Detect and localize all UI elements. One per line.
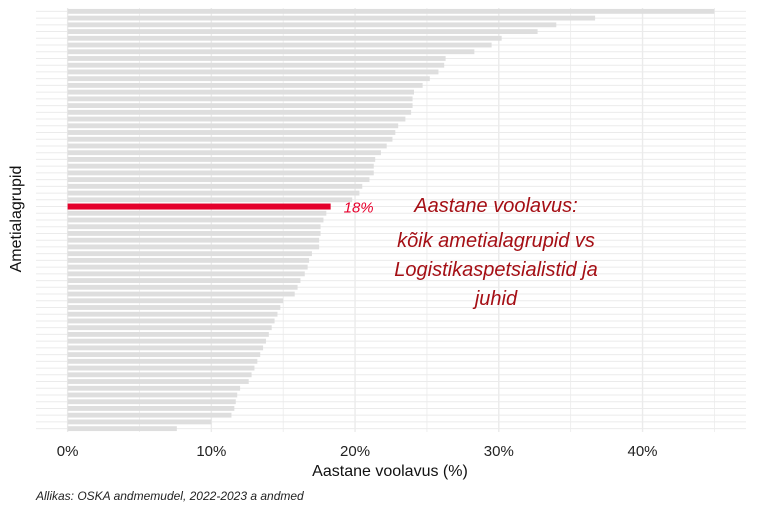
bar [67,8,715,14]
bar [67,22,557,28]
y-axis-title: Ametialagrupid [8,166,25,273]
bar [67,29,538,34]
x-tick-label: 40% [628,443,658,460]
bar [67,352,261,358]
bar [67,56,446,61]
bar [67,42,492,48]
bar [67,412,232,418]
bar [67,49,475,55]
bar [67,237,320,243]
bar [67,89,414,95]
x-tick-label: 0% [57,443,79,460]
bar [67,426,177,432]
bar [67,82,423,88]
bar [67,251,312,257]
bar [67,231,321,236]
bar [67,103,413,109]
bar [67,372,252,378]
bar [67,305,281,310]
bar [67,197,353,203]
highlight-value-label: 18% [344,200,374,217]
annotation-line-2: kõik ametialagrupid vs [397,230,595,252]
bar [67,109,412,115]
bar [67,338,266,344]
bar-series [67,8,715,432]
bar [67,96,413,102]
bar [67,210,327,216]
bar [67,190,360,196]
bar [67,177,370,183]
annotation-line-3: Logistikaspetsialistid ja [394,259,597,281]
bar [67,365,255,371]
source-caption: Allikas: OSKA andmemudel, 2022-2023 a an… [35,489,304,503]
bar [67,76,430,82]
bar [67,311,278,317]
annotation-line-4: juhid [472,288,518,310]
bar [67,264,308,270]
bar [67,271,305,277]
bar [67,284,298,290]
bar [67,224,321,230]
bar [67,379,249,384]
bar [67,116,406,122]
bar [67,217,324,223]
x-axis-ticks: 0% 10% 20% 30% 40% [57,443,658,460]
bar [67,278,301,283]
bar [67,157,376,162]
bar [67,399,236,405]
bar [67,183,363,189]
bar [67,345,264,351]
bar [67,244,320,250]
bar [67,150,381,156]
bar [67,143,387,149]
x-tick-label: 20% [340,443,370,460]
bar [67,123,399,129]
bar [67,419,212,425]
bar [67,130,396,135]
bar [67,136,393,142]
x-tick-label: 10% [196,443,226,460]
bar [67,291,295,297]
bar [67,331,269,337]
bar [67,69,439,75]
bar [67,358,258,364]
bar [67,298,284,304]
x-tick-label: 30% [484,443,514,460]
bar [67,170,374,176]
bar [67,62,445,68]
annotation-line-1: Aastane voolavus: [413,195,577,217]
bar [67,385,241,391]
bar [67,35,502,41]
bar [67,325,272,331]
x-axis-title: Aastane voolavus (%) [312,463,468,480]
bar [67,15,596,21]
bar [67,257,310,263]
bar [67,318,275,324]
bar [67,406,235,411]
highlight-bar [67,203,331,210]
bar [67,163,374,169]
bar [67,392,238,398]
